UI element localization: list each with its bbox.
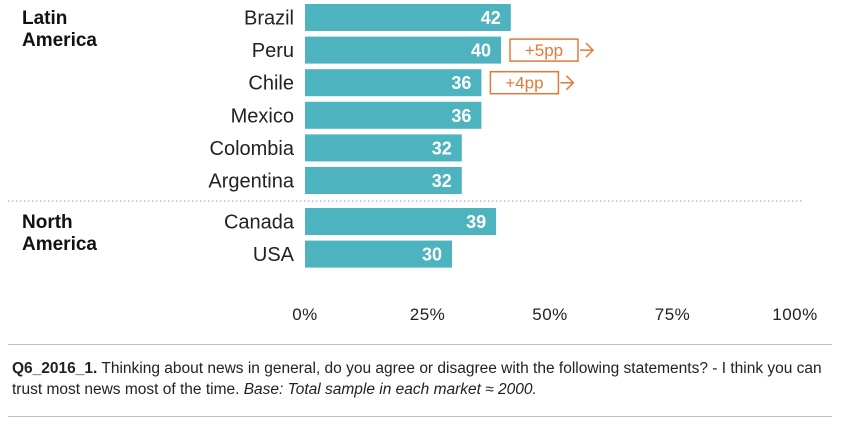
footnote-bottom-rule	[8, 416, 832, 417]
bar	[305, 4, 511, 31]
region-label-line: America	[22, 30, 97, 51]
category-label: Argentina	[208, 171, 294, 193]
category-label: USA	[253, 244, 295, 266]
category-label: Colombia	[210, 138, 295, 160]
bar	[305, 134, 462, 162]
x-tick-label: 50%	[532, 305, 568, 324]
value-label: 36	[451, 106, 471, 126]
bar	[305, 101, 482, 129]
question-text: Thinking about news in general, do you a…	[12, 360, 822, 398]
category-label: Brazil	[244, 8, 294, 30]
change-badge-box	[509, 38, 579, 62]
category-label: Canada	[224, 212, 295, 234]
question-code: Q6_2016_1.	[12, 360, 98, 377]
x-tick-label: 0%	[292, 305, 318, 324]
value-label: 32	[432, 171, 452, 191]
region-label-line: America	[22, 234, 97, 255]
arrow-icon	[580, 42, 595, 58]
region-label-line: North	[22, 212, 73, 233]
value-label: 30	[422, 245, 442, 265]
base-note: Base: Total sample in each market ≈ 2000…	[243, 381, 537, 398]
value-label: 39	[466, 212, 486, 232]
arrow-icon	[560, 75, 575, 91]
bar	[305, 167, 462, 194]
change-badge: +5pp	[525, 41, 563, 60]
value-label: 32	[432, 138, 452, 158]
x-tick-label: 25%	[410, 305, 446, 324]
category-label: Peru	[252, 40, 294, 62]
footnote: Q6_2016_1. Thinking about news in genera…	[12, 358, 832, 400]
bar	[305, 36, 501, 64]
bar	[305, 208, 497, 235]
bar	[305, 69, 482, 97]
x-tick-label: 100%	[772, 305, 817, 324]
x-tick-label: 75%	[655, 305, 691, 324]
region-label-line: Latin	[22, 8, 67, 29]
bar	[305, 240, 452, 268]
region-label: North America	[22, 212, 97, 255]
change-badge-box	[489, 70, 560, 95]
value-label: 36	[451, 73, 471, 93]
footnote-top-rule	[8, 344, 832, 345]
region-label: Latin America	[22, 8, 97, 51]
change-badge: +4pp	[505, 74, 543, 93]
value-label: 40	[471, 41, 491, 61]
category-label: Mexico	[231, 105, 294, 127]
category-label: Chile	[248, 73, 294, 95]
value-label: 42	[481, 8, 501, 28]
